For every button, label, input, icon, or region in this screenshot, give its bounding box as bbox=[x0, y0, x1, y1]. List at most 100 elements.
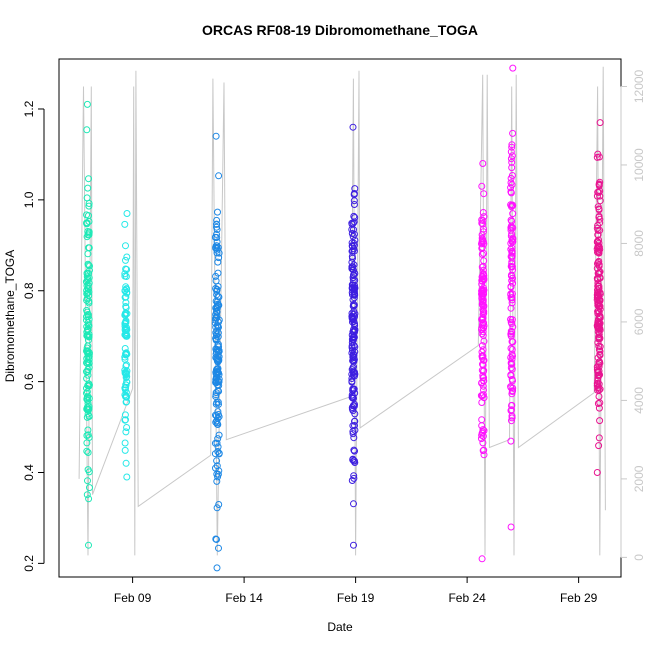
secondary-y-axis: 0 2000 4000 6000 8000 10000 12000 bbox=[620, 69, 646, 561]
data-point bbox=[84, 231, 92, 239]
data-point bbox=[349, 254, 356, 262]
data-point bbox=[509, 377, 516, 385]
data-point bbox=[480, 284, 487, 292]
data-point bbox=[478, 399, 486, 406]
data-point bbox=[593, 382, 601, 389]
data-point bbox=[479, 439, 487, 447]
data-point bbox=[213, 220, 220, 228]
data-point bbox=[594, 384, 602, 392]
data-point bbox=[479, 209, 487, 216]
data-point bbox=[85, 175, 92, 183]
data-point bbox=[595, 181, 603, 189]
data-point bbox=[213, 216, 221, 224]
data-point bbox=[479, 262, 487, 270]
data-point bbox=[350, 446, 358, 454]
data-point bbox=[507, 360, 515, 368]
data-point bbox=[507, 437, 515, 445]
data-point bbox=[83, 100, 91, 108]
x-tick-label: Feb 09 bbox=[114, 591, 152, 605]
data-point bbox=[213, 226, 221, 233]
data-point bbox=[479, 311, 487, 318]
data-point bbox=[351, 426, 359, 434]
data-point bbox=[83, 313, 90, 321]
data-point bbox=[122, 459, 130, 467]
data-point bbox=[214, 443, 222, 451]
data-point bbox=[507, 262, 515, 270]
data-point bbox=[480, 240, 488, 248]
data-point bbox=[509, 323, 517, 331]
data-point bbox=[595, 363, 603, 371]
data-point bbox=[594, 243, 602, 251]
data-point bbox=[478, 263, 486, 271]
data-point bbox=[122, 242, 129, 250]
data-point bbox=[594, 231, 602, 239]
data-point bbox=[595, 342, 603, 350]
data-point bbox=[84, 184, 92, 192]
data-point bbox=[212, 348, 220, 356]
data-point bbox=[123, 210, 131, 217]
data-point bbox=[122, 383, 129, 391]
data-point bbox=[478, 422, 486, 430]
data-point bbox=[596, 119, 604, 127]
data-point bbox=[479, 314, 487, 322]
data-point bbox=[123, 373, 131, 380]
data-point bbox=[349, 369, 357, 376]
data-point bbox=[214, 365, 222, 372]
data-point bbox=[507, 148, 515, 156]
data-point bbox=[213, 234, 221, 241]
data-point bbox=[507, 184, 515, 192]
data-point bbox=[479, 275, 487, 283]
data-point bbox=[350, 385, 358, 393]
data-point bbox=[122, 428, 130, 436]
data-point bbox=[594, 354, 602, 362]
data-point bbox=[348, 258, 356, 266]
data-point bbox=[83, 219, 90, 227]
data-point bbox=[351, 457, 358, 465]
data-point bbox=[480, 213, 488, 221]
data-point bbox=[83, 447, 91, 455]
data-point bbox=[213, 412, 220, 420]
data-point bbox=[349, 123, 357, 131]
data-point bbox=[86, 484, 93, 492]
data-point bbox=[348, 242, 356, 250]
data-point bbox=[349, 266, 357, 274]
data-point bbox=[122, 303, 130, 310]
data-point bbox=[479, 428, 487, 436]
data-point bbox=[509, 64, 517, 72]
y-tick-label: 0.8 bbox=[22, 282, 36, 299]
data-point bbox=[350, 201, 358, 208]
data-point bbox=[509, 279, 517, 287]
data-point bbox=[121, 411, 129, 419]
data-point bbox=[593, 379, 601, 387]
data-point bbox=[508, 290, 516, 298]
data-point bbox=[123, 331, 130, 339]
y-tick-label: 0.6 bbox=[22, 373, 36, 390]
data-point bbox=[121, 353, 129, 361]
data-point bbox=[85, 202, 93, 210]
data-point bbox=[351, 370, 359, 378]
data-point bbox=[507, 283, 515, 291]
data-point bbox=[594, 289, 601, 297]
data-point bbox=[508, 412, 516, 420]
data-point bbox=[479, 220, 487, 228]
data-point bbox=[507, 364, 515, 372]
data-point bbox=[83, 375, 91, 382]
data-point bbox=[479, 346, 487, 354]
data-point bbox=[351, 327, 359, 334]
data-points-layer bbox=[82, 64, 604, 572]
data-point bbox=[508, 316, 516, 324]
data-point bbox=[122, 416, 129, 424]
data-point bbox=[211, 450, 219, 458]
data-point bbox=[507, 189, 515, 197]
y2-tick-label: 2000 bbox=[632, 465, 646, 492]
data-point bbox=[212, 345, 220, 353]
data-point bbox=[508, 217, 516, 225]
data-point bbox=[508, 248, 516, 256]
data-point bbox=[351, 236, 359, 244]
data-point bbox=[84, 426, 92, 434]
y2-tick-label: 10000 bbox=[632, 148, 646, 182]
data-point bbox=[595, 257, 603, 265]
data-point bbox=[83, 332, 91, 340]
data-point bbox=[508, 417, 515, 425]
data-point bbox=[479, 361, 487, 369]
